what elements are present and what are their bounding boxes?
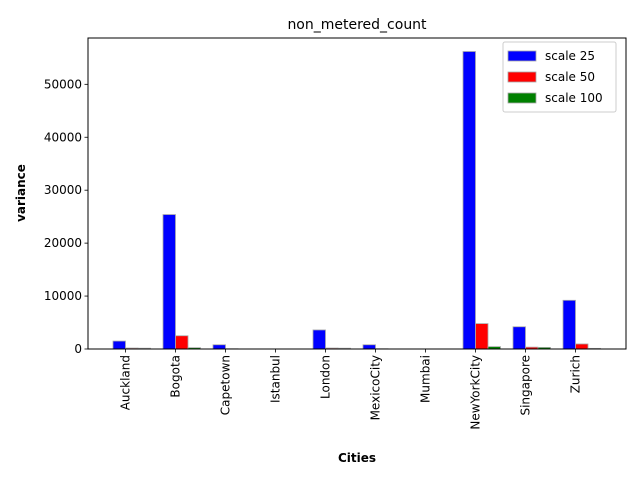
x-tick-label: Auckland: [119, 355, 133, 410]
bar-scale-25-Zurich: [563, 300, 576, 349]
legend-label: scale 100: [545, 91, 603, 105]
bar-scale-50-Bogota: [176, 336, 189, 349]
bar-scale-50-NewYorkCity: [476, 324, 489, 349]
legend-swatch: [508, 93, 536, 103]
y-axis-label: variance: [14, 164, 28, 222]
bar-scale-25-Auckland: [113, 341, 126, 349]
y-tick-label: 20000: [44, 236, 82, 250]
legend-swatch: [508, 51, 536, 61]
x-axis-label: Cities: [338, 451, 376, 465]
y-tick-label: 40000: [44, 130, 82, 144]
bar-scale-25-Singapore: [513, 327, 526, 349]
bar-scale-25-NewYorkCity: [463, 51, 476, 349]
bar-scale-25-MexicoCity: [363, 345, 376, 349]
x-tick-label: Singapore: [519, 355, 533, 416]
legend: scale 25 scale 50 scale 100: [503, 42, 616, 112]
x-tick-label: NewYorkCity: [469, 355, 483, 430]
legend-label: scale 25: [545, 49, 595, 63]
y-tick-label: 0: [74, 342, 82, 356]
chart-title: non_metered_count: [287, 17, 427, 33]
y-tick-label: 30000: [44, 183, 82, 197]
y-tick-label: 10000: [44, 289, 82, 303]
legend-swatch: [508, 72, 536, 82]
bar-scale-50-Zurich: [576, 344, 589, 349]
y-tick-label: 50000: [44, 77, 82, 91]
x-tick-label: Capetown: [219, 355, 233, 415]
legend-label: scale 50: [545, 70, 595, 84]
bar-scale-25-Capetown: [213, 345, 226, 349]
bar-scale-25-Bogota: [163, 215, 176, 349]
bar-scale-25-London: [313, 330, 326, 349]
x-tick-label: Bogota: [169, 355, 183, 398]
x-tick-label: Istanbul: [269, 355, 283, 403]
x-tick-label: MexicoCity: [369, 355, 383, 420]
x-tick-label: Mumbai: [419, 355, 433, 403]
x-tick-label: Zurich: [569, 355, 583, 393]
x-tick-label: London: [319, 355, 333, 399]
